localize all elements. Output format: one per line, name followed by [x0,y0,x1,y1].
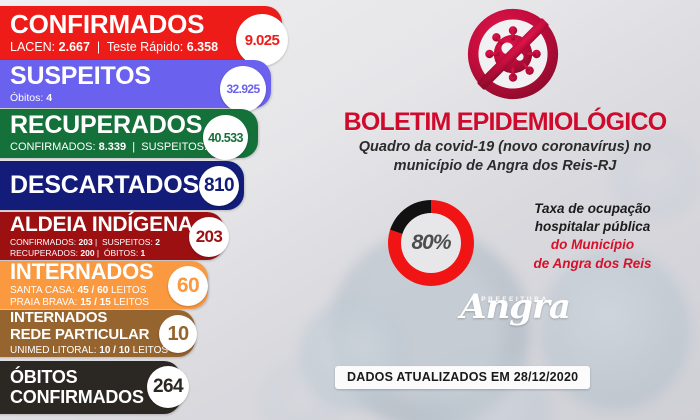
stat-sub-text: LACEN: 2.667 | Teste Rápido: 6.358 [10,40,219,55]
stat-value: 9.025 [244,31,280,49]
stat-title: ALDEIA INDÍGENA [10,213,193,237]
stat-value-badge-descartados: 810 [199,166,239,206]
page-title: BOLETIM EPIDEMIOLÓGICO [343,108,667,136]
stat-subtitle: CONFIRMADOS: 203 | SUSPEITOS: 2 RECUPERA… [10,237,224,257]
stat-sub-text: UNIMED LITORAL: 10 / 10 LEITOS [10,344,169,356]
stat-bar-internados-rede-particular: INTERNADOS REDE PARTICULAR UNIMED LITORA… [0,310,197,357]
logo-name: Angra [460,287,571,327]
donut-percentage-label: 80% [411,231,451,254]
stat-value-badge-recuperados: 40.533 [203,115,248,160]
stat-sub-text: CONFIRMADOS: 203 | SUSPEITOS: 2 [10,237,160,248]
occupancy-line1: Taxa de ocupação [534,201,651,216]
stat-title: SUSPEITOS [10,61,151,90]
stat-bar-recuperados: RECUPERADOS CONFIRMADOS: 8.339 | SUSPEIT… [0,109,258,160]
stat-value: 10 [167,322,189,345]
stat-bar-confirmados: CONFIRMADOS LACEN: 2.667 | Teste Rápido:… [0,6,288,66]
page-subtitle-line2: município de Angra dos Reis-RJ [393,158,617,175]
right-panel: BOLETIM EPIDEMIOLÓGICO Quadro da covid-1… [310,0,700,420]
stat-value: 32.925 [226,82,260,96]
stat-title: CONFIRMADOS [10,9,205,40]
last-updated-badge: DADOS ATUALIZADOS EM 28/12/2020 [335,366,591,389]
stat-value: 810 [204,175,235,196]
stat-value-badge-aldeia: 203 [189,217,229,257]
no-coronavirus-icon [465,6,561,102]
stat-bar-aldeia-indigena: ALDEIA INDÍGENA CONFIRMADOS: 203 | SUSPE… [0,212,229,260]
stat-value-badge-suspeitos: 32.925 [220,66,266,112]
stat-sub-text: SANTA CASA: 45 / 60 LEITOS [10,285,147,297]
stat-bar-descartados: DESCARTADOS 810 [0,161,244,210]
stat-bar-suspeitos: SUSPEITOS Óbitos: 4 32.925 [0,60,271,112]
page-subtitle-line1: Quadro da covid-19 (novo coronavírus) no [358,139,652,155]
stat-value: 60 [176,274,200,297]
stat-title: DESCARTADOS [10,171,200,199]
stat-sub-text: Óbitos: 4 [10,91,53,104]
stat-sub-text: RECUPERADOS: 200 | ÓBITOS: 1 [10,247,146,258]
stat-bar-internados: INTERNADOS SANTA CASA: 45 / 60 LEITOS PR… [0,261,208,309]
prefeitura-angra-logo: PREFEITURA Angra [440,287,590,327]
logo-prefix: PREFEITURA [481,296,549,303]
stat-title-line1: INTERNADOS [10,309,108,327]
occupancy-donut-chart: 80% [388,200,474,286]
stat-value-badge-rede-particular: 10 [159,315,197,353]
stat-value-badge-internados: 60 [168,266,208,306]
stat-title: INTERNADOS REDE PARTICULAR [10,310,195,342]
stat-subtitle: LACEN: 2.667 | Teste Rápido: 6.358 [10,40,282,55]
stat-sub-text: PRAIA BRAVA: 15 / 15 LEITOS [10,297,149,308]
stat-value-badge-obitos: 264 [147,366,189,408]
stat-title-line2: REDE PARTICULAR [10,325,150,343]
stat-title: ÓBITOS CONFIRMADOS [10,366,181,408]
occupancy-line2: hospitalar pública [534,219,651,235]
stat-subtitle: Óbitos: 4 [10,92,271,104]
stat-value-badge-confirmados: 9.025 [236,14,288,66]
stat-title: INTERNADOS [10,259,154,285]
donut-center: 80% [401,213,461,273]
stat-title: RECUPERADOS [10,111,203,140]
stat-bar-obitos-confirmados: ÓBITOS CONFIRMADOS 264 [0,361,189,414]
stat-value: 203 [195,227,223,246]
occupancy-line3: do Município [550,237,635,253]
occupancy-description: Taxa de ocupação hospitalar pública do M… [485,200,700,273]
occupancy-line4: de Angra dos Reis [533,255,652,271]
stat-title-line2: CONFIRMADOS [10,386,144,407]
page-subtitle: Quadro da covid-19 (novo coronavírus) no… [320,138,690,176]
stat-subtitle: UNIMED LITORAL: 10 / 10 LEITOS [10,345,195,357]
stat-title-line1: ÓBITOS [10,366,78,387]
stat-value: 40.533 [208,130,243,145]
statistics-bar-list: CONFIRMADOS LACEN: 2.667 | Teste Rápido:… [0,0,310,420]
stat-value: 264 [153,376,184,397]
stat-subtitle: SANTA CASA: 45 / 60 LEITOS PRAIA BRAVA: … [10,285,208,309]
